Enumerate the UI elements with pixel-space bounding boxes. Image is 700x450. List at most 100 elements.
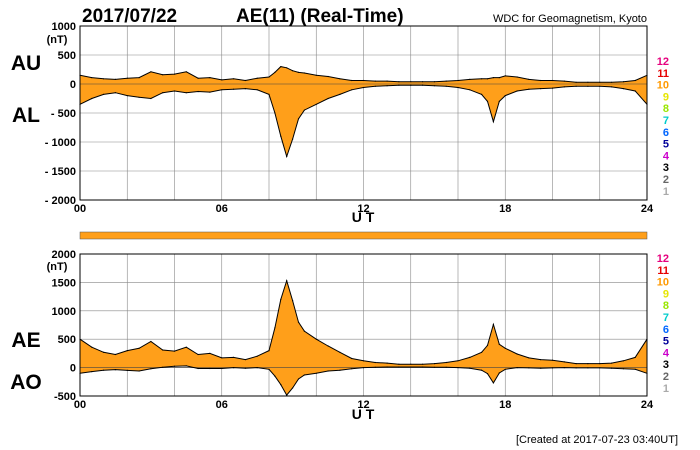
data-point-ae: [433, 363, 435, 365]
x-tick-label: 00: [74, 399, 86, 411]
series-line-au: [79, 66, 648, 83]
data-point-al: [481, 93, 483, 95]
data-point-au: [256, 77, 258, 79]
data-point-ao: [575, 367, 577, 369]
station-count-label: 6: [663, 324, 669, 336]
y-tick-label: 1000: [52, 21, 76, 33]
data-point-au: [114, 78, 116, 80]
data-point-al: [244, 88, 246, 90]
ae-ao-x-ticks: 00 06 12 18 24: [74, 399, 654, 411]
data-point-ao: [162, 366, 164, 368]
data-coverage-bar: [79, 231, 648, 240]
data-point-ao: [327, 370, 329, 372]
data-point-ae: [91, 346, 93, 348]
data-point-ao: [274, 375, 276, 377]
data-point-ae: [599, 363, 601, 365]
ae-ao-grid: [80, 254, 647, 396]
data-point-au: [274, 71, 276, 73]
data-point-ae: [221, 357, 223, 359]
series-line-ae: [79, 278, 648, 365]
data-point-al: [528, 88, 530, 90]
data-point-al: [268, 93, 270, 95]
data-point-au: [422, 81, 424, 83]
data-point-ao: [197, 367, 199, 370]
data-point-ao: [398, 366, 400, 368]
ae-label: AE: [11, 329, 40, 352]
y-tick-label: 500: [58, 334, 76, 346]
data-point-ae: [292, 300, 294, 302]
data-point-au: [209, 77, 211, 79]
data-point-ao: [587, 367, 589, 369]
data-point-au: [551, 79, 554, 82]
y-tick-label: 0: [70, 363, 76, 375]
x-tick-label: 12: [357, 203, 369, 215]
data-point-al: [599, 85, 601, 87]
data-point-au: [457, 79, 459, 82]
data-point-al: [362, 86, 365, 89]
data-point-au: [315, 74, 317, 76]
data-point-al: [563, 86, 565, 88]
data-point-ao: [185, 365, 187, 367]
data-point-al: [280, 135, 282, 137]
station-count-label: 9: [663, 91, 669, 103]
data-point-ae: [138, 347, 140, 349]
data-point-au: [280, 66, 282, 68]
data-point-ae: [362, 360, 365, 362]
data-point-au: [286, 67, 288, 69]
data-point-au: [622, 81, 625, 83]
data-point-ae: [551, 359, 554, 361]
data-point-ae: [268, 350, 270, 352]
data-point-ae: [244, 359, 246, 361]
data-point-ao: [486, 373, 489, 375]
data-point-au: [126, 77, 128, 79]
data-point-au: [469, 78, 471, 80]
station-count-label: 5: [663, 336, 669, 348]
data-point-al: [303, 109, 305, 111]
data-point-ae: [528, 357, 530, 359]
data-point-au: [339, 78, 341, 80]
station-count-label: 11: [657, 68, 669, 80]
data-point-ao: [498, 372, 500, 374]
ae-ao-band-fill: [80, 280, 647, 396]
data-point-ao: [114, 369, 116, 371]
au-al-y-unit: (nT): [47, 34, 68, 46]
data-point-ae: [173, 350, 176, 352]
station-count-label: 1: [663, 383, 669, 395]
x-tick-label: 12: [357, 399, 369, 411]
data-point-au: [611, 81, 613, 83]
data-point-al: [286, 155, 288, 158]
data-point-al: [315, 103, 317, 105]
data-point-au: [410, 81, 412, 83]
data-point-al: [516, 90, 518, 92]
data-point-au: [398, 81, 400, 83]
station-count-label: 4: [663, 150, 670, 162]
chart-title: AE(11) (Real-Time): [236, 6, 404, 27]
data-point-ao: [91, 371, 93, 373]
data-point-al: [103, 93, 105, 95]
data-point-au: [244, 79, 246, 82]
station-count-label: 12: [657, 56, 669, 68]
station-count-label: 1: [663, 186, 669, 198]
data-point-ae: [498, 343, 500, 345]
data-point-ao: [268, 368, 270, 370]
ae-ao-y-ticks: 2000 1500 1000 500 0 -500: [52, 249, 76, 403]
series-line-al: [79, 84, 648, 159]
al-label: AL: [12, 104, 40, 127]
data-point-ao: [410, 366, 412, 368]
station-count-label: 9: [663, 288, 669, 300]
data-point-ao: [362, 367, 365, 369]
data-point-au: [445, 80, 447, 82]
data-point-ae: [622, 360, 625, 362]
x-tick-label: 24: [641, 203, 654, 215]
x-tick-label: 24: [641, 399, 654, 411]
data-point-al: [410, 84, 412, 86]
station-count-label: 3: [663, 359, 669, 371]
data-point-ao: [611, 367, 613, 369]
data-point-ae: [492, 323, 494, 325]
x-tick-label: 00: [74, 203, 86, 215]
data-point-au: [297, 71, 300, 73]
data-point-al: [339, 93, 341, 95]
station-count-label: 12: [657, 253, 669, 265]
data-point-au: [563, 80, 565, 82]
data-point-al: [173, 90, 176, 92]
